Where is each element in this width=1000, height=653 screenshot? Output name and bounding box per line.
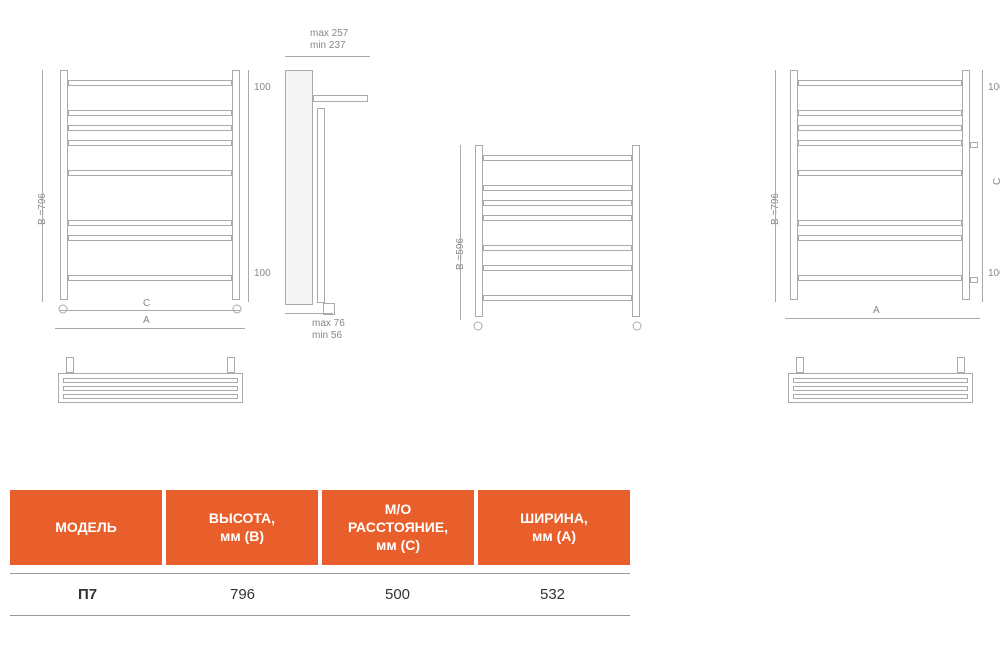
front-view-left <box>60 70 240 300</box>
dim-a: A <box>143 315 150 326</box>
top-view-left <box>58 355 243 410</box>
cell-model: П7 <box>10 574 165 615</box>
cell-width: 532 <box>475 574 630 615</box>
dim-top-100: 100 <box>254 82 271 93</box>
front-view-center <box>475 145 640 317</box>
dim-min-depth: min 237 <box>310 40 346 51</box>
dim-top-100-r: 100 <box>988 82 1000 93</box>
col-label: МОДЕЛЬ <box>55 518 117 536</box>
col-label: М/О <box>385 500 411 518</box>
dim-c-right: C <box>992 178 1000 185</box>
col-sublabel: мм (A) <box>532 527 576 545</box>
col-spacing: М/О РАССТОЯНИЕ, мм (C) <box>322 490 474 565</box>
col-sublabel: мм (B) <box>220 527 264 545</box>
dim-a-right: A <box>873 305 880 316</box>
dim-min-offset: min 56 <box>312 330 342 341</box>
col-height: ВЫСОТА, мм (B) <box>166 490 318 565</box>
cell-height: 796 <box>165 574 320 615</box>
cell-spacing: 500 <box>320 574 475 615</box>
col-width: ШИРИНА, мм (A) <box>478 490 630 565</box>
dim-c: C <box>143 298 150 309</box>
col-label: ШИРИНА, <box>520 509 588 527</box>
col-sublabel: мм (C) <box>376 536 420 554</box>
col-label: ВЫСОТА, <box>209 509 275 527</box>
front-view-right <box>790 70 970 300</box>
dim-bot-100-r: 100 <box>988 268 1000 279</box>
col-model: МОДЕЛЬ <box>10 490 162 565</box>
table-row: П7 796 500 532 <box>10 573 630 616</box>
dim-max-offset: max 76 <box>312 318 345 329</box>
col-label2: РАССТОЯНИЕ, <box>348 518 448 536</box>
dim-bot-100: 100 <box>254 268 271 279</box>
technical-drawings: B =796 100 100 C A max 257 min 237 max 7… <box>30 10 970 440</box>
side-view <box>285 70 370 315</box>
dim-max-depth: max 257 <box>310 28 348 39</box>
table-header-row: МОДЕЛЬ ВЫСОТА, мм (B) М/О РАССТОЯНИЕ, мм… <box>10 490 630 565</box>
spec-table: МОДЕЛЬ ВЫСОТА, мм (B) М/О РАССТОЯНИЕ, мм… <box>10 490 630 616</box>
top-view-right <box>788 355 973 410</box>
